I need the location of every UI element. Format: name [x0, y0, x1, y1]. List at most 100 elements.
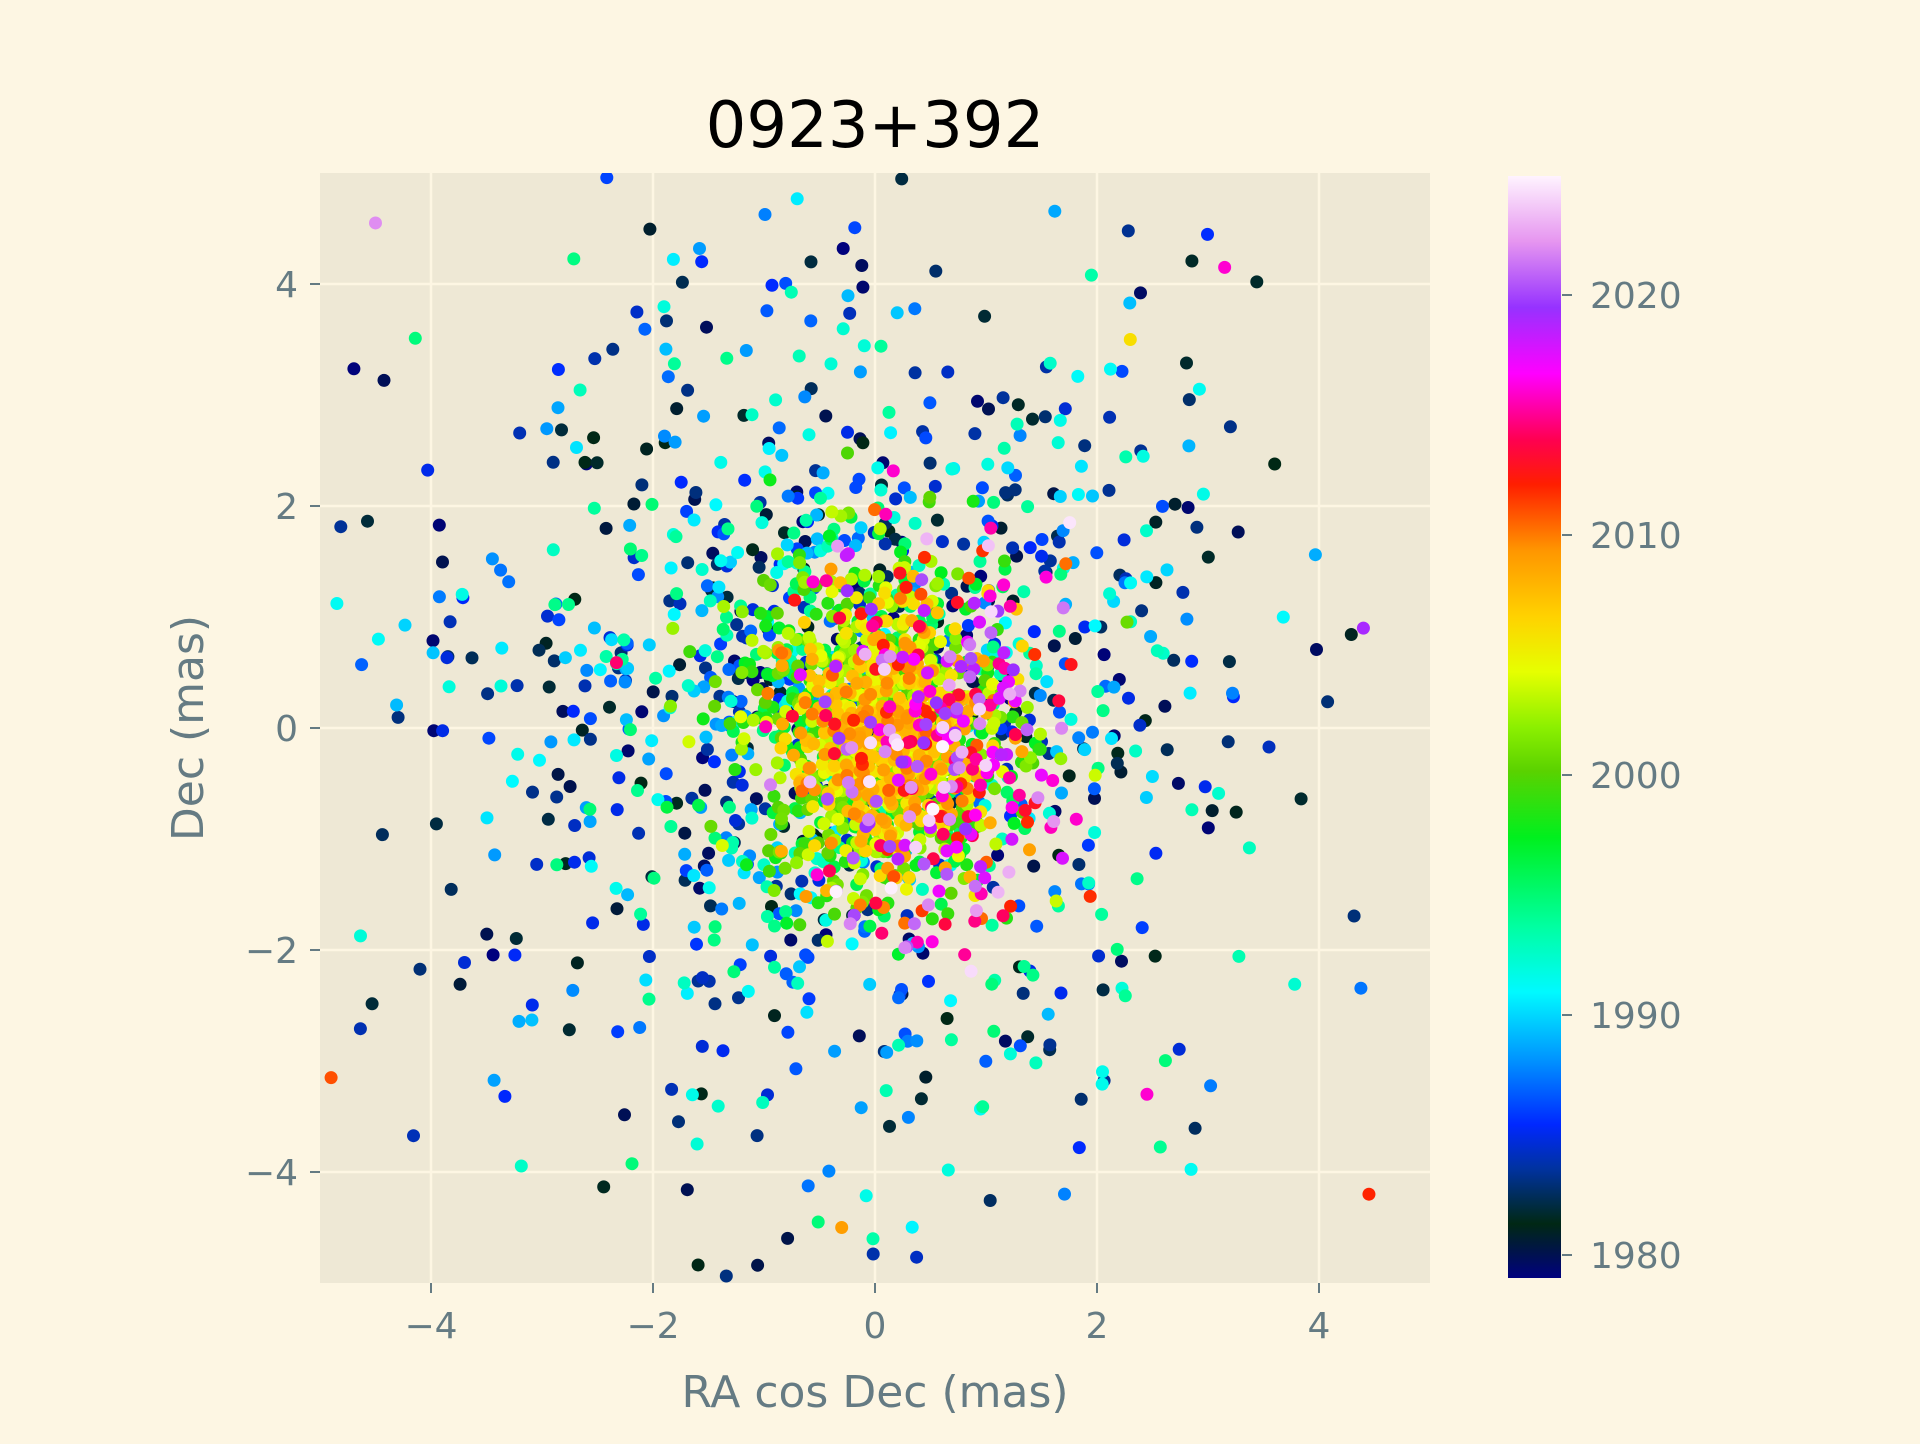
data-point — [810, 868, 824, 882]
data-point — [408, 331, 422, 345]
data-point — [856, 436, 870, 450]
data-point — [934, 635, 947, 649]
x-tick-label: 2 — [1086, 1306, 1109, 1347]
data-point — [703, 594, 717, 608]
data-point — [1190, 520, 1204, 534]
data-point — [883, 793, 897, 807]
colorbar-tick-label: 1990 — [1590, 996, 1682, 1037]
data-point — [1160, 743, 1174, 757]
data-point — [880, 676, 894, 690]
data-point — [776, 717, 789, 731]
data-point — [563, 780, 577, 793]
data-point — [763, 578, 777, 592]
data-point — [814, 491, 827, 505]
data-point — [738, 473, 752, 487]
data-point — [726, 836, 740, 849]
data-point — [959, 822, 973, 836]
chart-title: 0923+392 — [706, 89, 1045, 163]
data-point — [642, 752, 656, 766]
data-point — [605, 633, 619, 647]
colorbar-ticks: 1980 1990 2000 2010 2020 — [1562, 276, 1682, 1277]
data-point — [1058, 402, 1072, 416]
data-point — [895, 755, 909, 769]
data-point — [899, 580, 913, 594]
data-point — [781, 1231, 795, 1245]
data-point — [831, 539, 845, 553]
data-point — [1356, 621, 1370, 635]
data-point — [695, 1039, 709, 1053]
y-tick-label: 2 — [275, 487, 298, 528]
data-point — [854, 607, 868, 621]
data-point — [675, 275, 689, 289]
data-point — [1049, 894, 1063, 908]
data-point — [1218, 260, 1232, 274]
data-point — [912, 619, 926, 633]
data-point — [1171, 776, 1185, 790]
data-point — [979, 1054, 993, 1068]
data-point — [544, 735, 558, 749]
data-point — [967, 596, 981, 610]
data-point — [551, 363, 565, 376]
data-point — [910, 935, 924, 949]
data-point — [987, 495, 1001, 509]
data-point — [525, 1013, 539, 1027]
data-point — [863, 919, 877, 933]
data-point — [864, 736, 878, 750]
data-point — [775, 659, 789, 672]
data-point — [1052, 694, 1066, 708]
data-point — [1150, 644, 1164, 658]
data-point — [740, 858, 753, 872]
data-point — [651, 793, 665, 807]
data-point — [508, 948, 522, 962]
data-point — [892, 991, 906, 1005]
data-point — [1153, 1140, 1167, 1154]
data-point — [824, 562, 838, 576]
data-point — [1034, 768, 1048, 782]
x-tick-label: 0 — [864, 1306, 887, 1347]
data-point — [625, 1157, 639, 1171]
data-point — [551, 767, 565, 781]
data-point — [847, 713, 861, 727]
data-point — [623, 542, 637, 556]
data-point — [925, 912, 939, 926]
data-point — [964, 964, 978, 978]
data-point — [687, 920, 701, 934]
data-point — [745, 811, 759, 825]
data-point — [961, 704, 975, 718]
data-point — [917, 736, 931, 750]
data-point — [621, 744, 635, 758]
data-point — [853, 872, 867, 886]
data-point — [583, 802, 597, 816]
data-point — [334, 520, 348, 534]
data-point — [498, 1089, 512, 1103]
data-point — [898, 941, 912, 955]
data-point — [875, 926, 889, 940]
data-point — [681, 679, 695, 693]
data-point — [432, 590, 446, 604]
data-point — [371, 632, 385, 646]
data-point — [767, 789, 781, 803]
colorbar-tick-label: 2010 — [1590, 516, 1682, 557]
data-point — [670, 587, 684, 601]
data-point — [983, 816, 997, 830]
data-point — [1102, 483, 1116, 497]
data-point — [698, 644, 712, 658]
data-point — [1012, 788, 1026, 802]
data-point — [643, 222, 657, 236]
data-point — [632, 826, 646, 840]
data-point — [844, 572, 858, 586]
data-point — [815, 757, 829, 771]
data-point — [991, 848, 1005, 862]
data-point — [831, 706, 845, 720]
data-point — [1071, 488, 1085, 501]
data-point — [1035, 533, 1049, 546]
data-point — [689, 486, 703, 499]
data-point — [1027, 625, 1041, 639]
data-point — [746, 543, 760, 557]
data-point — [566, 983, 580, 997]
data-point — [735, 605, 749, 619]
data-points — [324, 173, 1376, 1283]
data-point — [548, 598, 562, 612]
data-point — [883, 840, 897, 853]
data-point — [390, 698, 404, 712]
